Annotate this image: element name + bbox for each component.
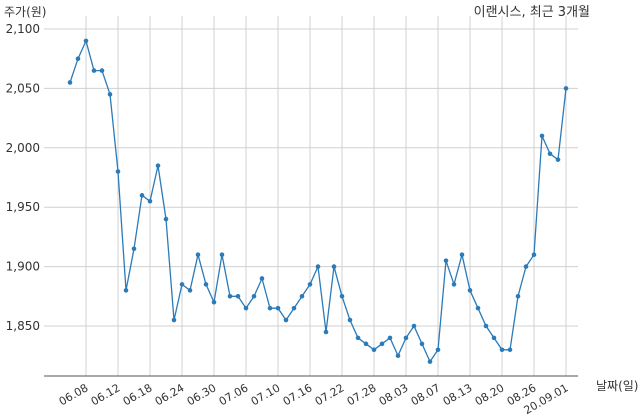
x-tick-label: 07.10	[249, 381, 283, 408]
data-point	[219, 252, 225, 258]
data-point	[475, 305, 481, 311]
data-point	[395, 353, 401, 359]
data-point	[131, 246, 137, 252]
data-point	[179, 282, 185, 287]
data-point	[91, 68, 97, 73]
data-point	[315, 264, 321, 269]
data-point	[331, 264, 337, 269]
price-series	[67, 38, 569, 364]
data-point	[227, 294, 233, 299]
data-point	[499, 347, 505, 353]
data-point	[291, 305, 297, 311]
data-point	[163, 216, 169, 222]
data-point	[323, 329, 329, 335]
data-point	[459, 252, 465, 258]
data-point	[403, 335, 409, 341]
data-point	[555, 157, 561, 162]
data-point	[307, 282, 313, 287]
data-point	[539, 133, 545, 139]
data-point	[123, 288, 129, 293]
x-tick-labels: 06.0806.1206.1806.2406.3007.0607.1007.16…	[57, 381, 571, 417]
x-tick-label: 06.12	[89, 381, 123, 408]
x-tick-label: 07.16	[281, 381, 315, 408]
data-point	[379, 341, 385, 347]
x-tick-label: 08.03	[377, 381, 411, 408]
data-point	[243, 305, 249, 311]
x-tick-label: 06.08	[57, 381, 91, 408]
data-point	[203, 282, 209, 287]
data-point	[483, 323, 489, 329]
data-point	[467, 288, 473, 293]
data-point	[347, 317, 353, 323]
data-point	[283, 317, 289, 323]
data-point	[515, 294, 521, 299]
data-point	[491, 335, 497, 341]
grid-lines	[44, 16, 578, 376]
series-line	[69, 38, 567, 363]
data-point	[371, 347, 377, 353]
data-point	[275, 305, 281, 311]
y-tick-labels: 2,100 2,050 2,000 1,950 1,900 1,850	[6, 22, 40, 333]
x-tick-label: 07.28	[345, 381, 379, 408]
data-point	[147, 198, 153, 204]
y-tick-label: 2,050	[6, 81, 40, 95]
data-point	[363, 341, 369, 347]
data-point	[443, 258, 449, 263]
chart-title: 이랜시스, 최근 3개월	[474, 5, 590, 20]
y-tick-label: 2,000	[6, 141, 40, 155]
data-point	[139, 193, 145, 198]
data-point	[355, 335, 361, 341]
y-tick-label: 1,850	[6, 319, 40, 333]
x-tick-label: 08.13	[441, 381, 475, 408]
data-point	[251, 294, 257, 299]
data-point	[75, 56, 81, 61]
x-axis-label: 날짜(일)	[596, 379, 638, 393]
data-point	[451, 282, 457, 287]
data-point	[195, 252, 201, 258]
x-tick-label: 07.22	[313, 381, 347, 408]
y-tick-label: 2,100	[6, 22, 40, 36]
x-tick-label: 07.06	[217, 381, 251, 408]
y-tick-label: 1,950	[6, 200, 40, 214]
data-point	[523, 264, 529, 269]
x-tick-label: 06.18	[121, 381, 155, 408]
data-point	[507, 347, 513, 353]
data-point	[235, 294, 241, 299]
data-point	[411, 323, 417, 329]
data-point	[299, 294, 305, 299]
data-point	[83, 38, 89, 44]
data-point	[67, 80, 73, 85]
data-point	[211, 299, 217, 305]
x-tick-label: 08.20	[473, 381, 507, 408]
data-point	[427, 359, 433, 364]
data-point	[547, 151, 553, 157]
data-point	[563, 86, 569, 91]
data-point	[419, 341, 425, 347]
data-point	[155, 163, 161, 168]
data-point	[107, 92, 113, 97]
x-tick-label: 06.30	[185, 381, 219, 408]
data-point	[115, 169, 121, 174]
data-point	[99, 68, 105, 73]
x-tick-label: 08.07	[409, 381, 443, 408]
data-point	[267, 305, 273, 311]
data-point	[531, 252, 537, 258]
data-point	[171, 317, 177, 323]
y-tick-label: 1,900	[6, 260, 40, 274]
data-point	[435, 347, 441, 353]
data-point	[339, 294, 345, 299]
data-point	[387, 335, 393, 341]
data-point	[187, 288, 193, 293]
y-axis-label: 주가(원)	[4, 5, 46, 19]
x-tick-label: 06.24	[153, 381, 187, 408]
data-point	[259, 276, 265, 281]
